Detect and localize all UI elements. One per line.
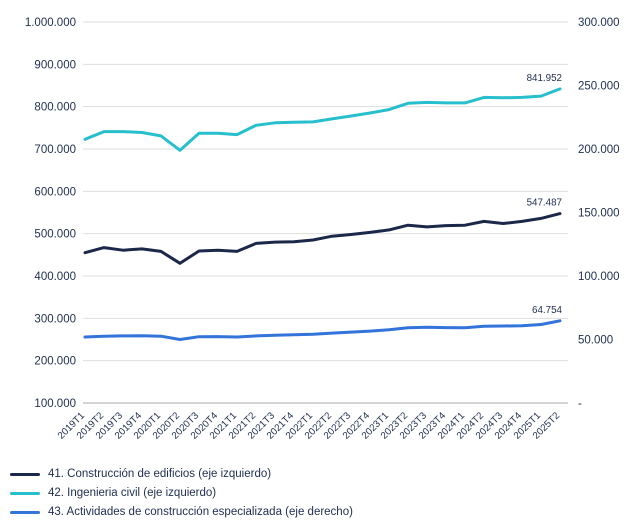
left-axis-tick-label: 1.000.000 <box>25 17 76 29</box>
right-axis-tick-label: 50.000 <box>578 335 613 347</box>
left-axis-tick-label: 700.000 <box>34 144 76 156</box>
line-chart: 1.000.000 900.000 800.000 700.000 600.000 500… <box>25 17 620 442</box>
legend-item: 41. Construcción de edificios (eje izqui… <box>10 468 353 480</box>
right-axis-tick-label: 100.000 <box>578 271 620 283</box>
series-line <box>83 212 562 265</box>
legend-item: 43. Actividades de construcción especial… <box>10 506 353 518</box>
legend-item: 42. Ingenieria civil (eje izquierdo) <box>10 487 353 499</box>
legend-swatch <box>10 472 40 476</box>
right-axis-tick-label: 150.000 <box>578 208 620 220</box>
right-axis-tick-label: 250.000 <box>578 81 620 93</box>
left-axis-tick-label: 200.000 <box>34 356 76 368</box>
left-axis-tick-label: 900.000 <box>34 59 76 71</box>
legend-label: 41. Construcción de edificios (eje izqui… <box>48 468 272 480</box>
right-axis-tick-label: - <box>578 398 582 410</box>
legend-swatch <box>10 491 40 495</box>
legend-label: 43. Actividades de construcción especial… <box>48 506 353 518</box>
chart-svg: 1.000.000 900.000 800.000 700.000 600.000 500… <box>25 17 620 442</box>
legend-swatch <box>10 510 40 514</box>
chart-legend: 41. Construcción de edificios (eje izqui… <box>10 468 353 518</box>
left-axis-tick-label: 400.000 <box>34 271 76 283</box>
series-line <box>83 319 562 341</box>
series-end-label: 547.487 <box>527 198 562 209</box>
series-end-label: 64.754 <box>532 305 563 316</box>
left-axis-tick-label: 100.000 <box>34 398 76 410</box>
legend-label: 42. Ingenieria civil (eje izquierdo) <box>48 487 217 499</box>
series-line <box>83 87 562 152</box>
left-axis-tick-label: 800.000 <box>34 102 76 114</box>
right-axis-tick-label: 200.000 <box>578 144 620 156</box>
series-end-label: 841.952 <box>527 73 562 84</box>
left-axis-tick-label: 600.000 <box>34 186 76 198</box>
right-axis-tick-label: 300.000 <box>578 17 620 29</box>
left-axis-tick-label: 500.000 <box>34 229 76 241</box>
left-axis-tick-label: 300.000 <box>34 313 76 325</box>
